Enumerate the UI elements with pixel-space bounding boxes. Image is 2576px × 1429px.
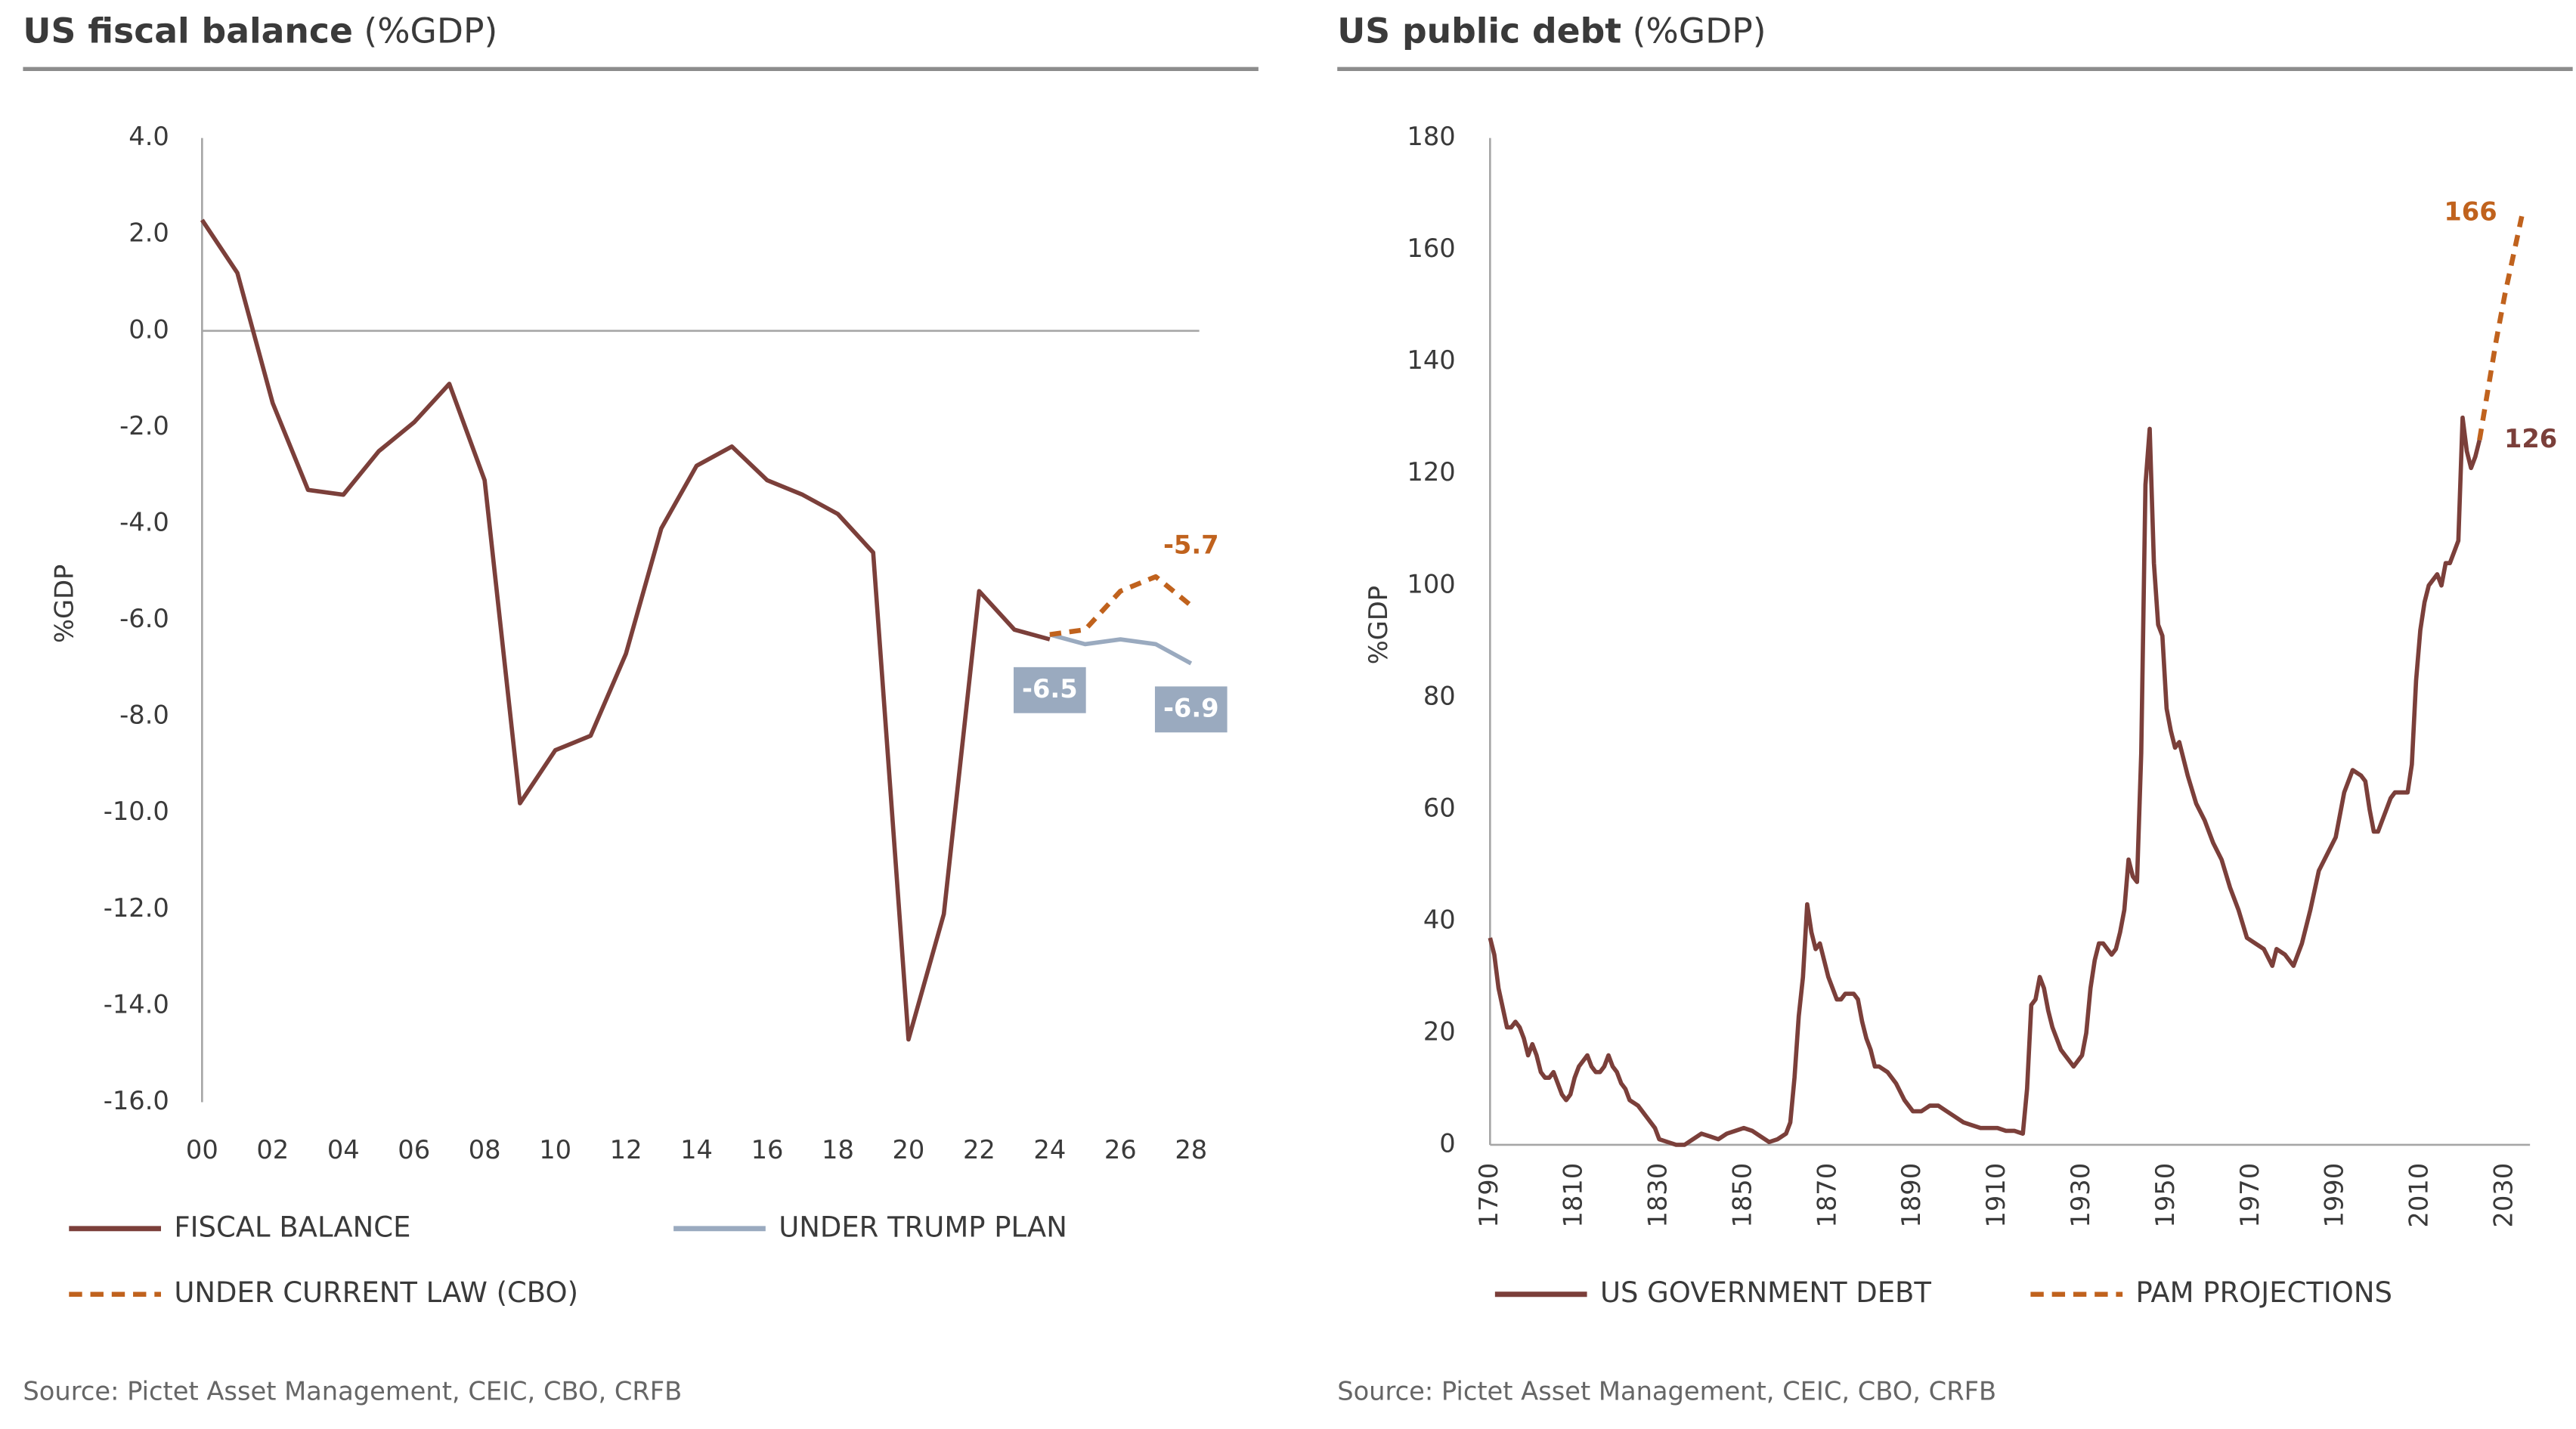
source-note: Source: Pictet Asset Management, CEIC, C…	[1337, 1377, 1996, 1406]
x-tick-label: 16	[751, 1135, 784, 1165]
x-tick-label: 1930	[2066, 1163, 2095, 1228]
x-tick-label: 1970	[2235, 1163, 2265, 1228]
title-main: US fiscal balance	[23, 11, 352, 51]
x-tick-label: 1830	[1643, 1163, 1673, 1228]
x-tick-label: 10	[539, 1135, 571, 1165]
series-line	[1488, 415, 2482, 1147]
series-line	[200, 218, 1051, 1042]
x-tick-label: 04	[327, 1135, 360, 1165]
x-tick-label: 1990	[2320, 1163, 2349, 1228]
x-tick-label: 1870	[1812, 1163, 1841, 1228]
x-tick-label: 26	[1104, 1135, 1137, 1165]
y-tick-label: -14.0	[104, 989, 169, 1019]
x-tick-label: 1890	[1896, 1163, 1926, 1228]
y-tick-label: 20	[1423, 1016, 1456, 1046]
legend-label: UNDER TRUMP PLAN	[779, 1211, 1067, 1243]
chart-title: US public debt (%GDP)	[1337, 11, 1766, 51]
title-unit: (%GDP)	[364, 11, 497, 51]
title-space	[1621, 11, 1633, 51]
y-tick-label: 160	[1407, 234, 1455, 263]
y-tick-label: 0.0	[128, 314, 169, 344]
x-tick-label: 08	[469, 1135, 501, 1165]
value-label-box	[1154, 686, 1228, 733]
value-label: 166	[2444, 196, 2497, 226]
y-tick-label: 2.0	[128, 218, 169, 248]
y-tick-label: 0	[1439, 1128, 1455, 1158]
title-space	[353, 11, 364, 51]
value-label: -6.5	[1022, 674, 1078, 704]
y-tick-label: 180	[1407, 122, 1455, 151]
y-tick-label: -6.0	[119, 604, 169, 633]
y-tick-label: 140	[1407, 345, 1455, 375]
legend-label: FISCAL BALANCE	[174, 1211, 410, 1243]
legend-label: US GOVERNMENT DEBT	[1600, 1276, 1931, 1309]
x-tick-label: 2010	[2404, 1163, 2434, 1228]
value-label: -5.7	[1163, 530, 1219, 560]
x-tick-label: 28	[1175, 1135, 1207, 1165]
y-tick-label: 4.0	[128, 122, 169, 151]
legend-label: PAM PROJECTIONS	[2136, 1276, 2392, 1309]
y-tick-label: -4.0	[119, 507, 169, 537]
value-label-box	[1014, 667, 1086, 713]
legend-label: UNDER CURRENT LAW (CBO)	[174, 1276, 578, 1309]
x-tick-label: 1790	[1474, 1163, 1503, 1228]
y-tick-label: 80	[1423, 681, 1456, 710]
y-tick-label: -12.0	[104, 893, 169, 923]
x-tick-label: 12	[610, 1135, 642, 1165]
value-label: -6.9	[1163, 693, 1219, 722]
y-axis-label: %GDP	[1364, 586, 1393, 664]
y-tick-label: -2.0	[119, 411, 169, 441]
x-tick-label: 24	[1033, 1135, 1066, 1165]
series-line	[2477, 215, 2525, 441]
x-tick-label: 06	[398, 1135, 430, 1165]
y-tick-label: -10.0	[104, 796, 169, 826]
y-tick-label: 120	[1407, 457, 1455, 487]
value-label: 126	[2504, 424, 2557, 453]
series-line	[1049, 574, 1193, 637]
x-tick-label: 1910	[1981, 1163, 2011, 1228]
y-tick-label: 100	[1407, 569, 1455, 599]
title-main: US public debt	[1337, 11, 1621, 51]
y-tick-label: 60	[1423, 793, 1456, 822]
title-unit: (%GDP)	[1633, 11, 1766, 51]
y-tick-label: -16.0	[104, 1086, 169, 1115]
x-tick-label: 1950	[2150, 1163, 2180, 1228]
y-tick-label: 40	[1423, 905, 1456, 934]
x-tick-label: 1810	[1559, 1163, 1588, 1228]
source-note: Source: Pictet Asset Management, CEIC, C…	[23, 1377, 682, 1406]
x-tick-label: 22	[963, 1135, 995, 1165]
chart-panel: US fiscal balance (%GDP) 4.0 2.0 0.0 -2.0 -4.…	[23, 11, 1259, 1406]
x-tick-label: 18	[822, 1135, 854, 1165]
y-tick-label: -8.0	[119, 701, 169, 730]
chart-panel: US public debt (%GDP) 0 20 40 60 80 100 120 140 1…	[1337, 11, 2573, 1406]
series-line	[1049, 632, 1193, 666]
x-tick-label: 00	[186, 1135, 218, 1165]
x-tick-label: 14	[680, 1135, 713, 1165]
x-tick-label: 2030	[2488, 1163, 2518, 1228]
x-tick-label: 1850	[1727, 1163, 1757, 1228]
chart-title: US fiscal balance (%GDP)	[23, 11, 497, 51]
x-tick-label: 20	[892, 1135, 924, 1165]
y-axis-label: %GDP	[49, 564, 79, 643]
x-tick-label: 02	[256, 1135, 289, 1165]
